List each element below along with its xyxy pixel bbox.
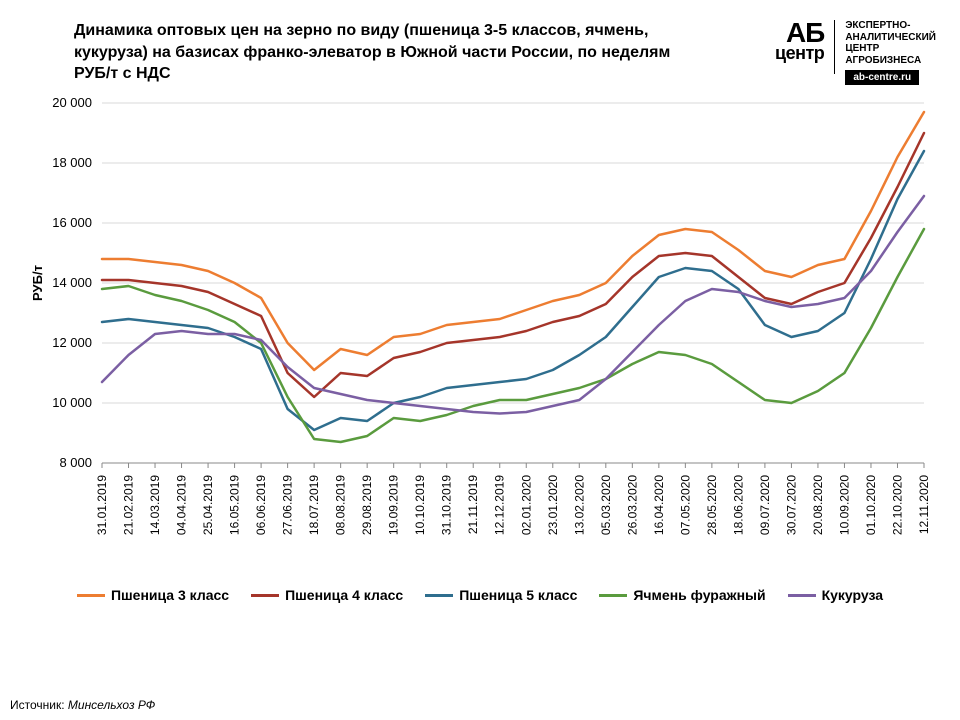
svg-text:08.08.2019: 08.08.2019 [334, 475, 348, 535]
logo-badge: ab-centre.ru [845, 70, 919, 85]
svg-text:20.08.2020: 20.08.2020 [811, 475, 825, 535]
svg-text:19.09.2019: 19.09.2019 [387, 475, 401, 535]
chart-title: Динамика оптовых цен на зерно по виду (п… [24, 20, 674, 85]
legend-label: Пшеница 5 класс [459, 587, 577, 603]
svg-text:27.06.2019: 27.06.2019 [281, 475, 295, 535]
svg-text:22.10.2020: 22.10.2020 [890, 475, 904, 535]
svg-text:13.02.2020: 13.02.2020 [572, 475, 586, 535]
legend-label: Ячмень фуражный [633, 587, 765, 603]
svg-text:8 000: 8 000 [59, 455, 92, 470]
svg-text:05.03.2020: 05.03.2020 [599, 475, 613, 535]
svg-text:18 000: 18 000 [52, 155, 92, 170]
svg-text:10 000: 10 000 [52, 395, 92, 410]
header: Динамика оптовых цен на зерно по виду (п… [24, 20, 936, 85]
svg-text:04.04.2019: 04.04.2019 [175, 475, 189, 535]
svg-text:16.05.2019: 16.05.2019 [228, 475, 242, 535]
legend-swatch [77, 594, 105, 597]
page: Динамика оптовых цен на зерно по виду (п… [0, 0, 960, 720]
svg-text:30.07.2020: 30.07.2020 [784, 475, 798, 535]
legend-swatch [599, 594, 627, 597]
legend-item: Ячмень фуражный [599, 587, 765, 603]
logo-line1: ЭКСПЕРТНО- [845, 20, 936, 32]
logo-line4: АГРОБИЗНЕСА [845, 55, 936, 67]
logo-ab: АБ [786, 20, 824, 45]
svg-text:02.01.2020: 02.01.2020 [519, 475, 533, 535]
legend-label: Пшеница 3 класс [111, 587, 229, 603]
legend-label: Кукуруза [822, 587, 883, 603]
chart-area: 8 000 10 000 12 000 14 000 16 000 18 000 20 00… [24, 93, 936, 573]
svg-text:10.09.2020: 10.09.2020 [837, 475, 851, 535]
logo-mark: АБ центр [775, 20, 824, 61]
svg-text:РУБ/т: РУБ/т [30, 265, 45, 301]
svg-text:07.05.2020: 07.05.2020 [678, 475, 692, 535]
svg-text:20 000: 20 000 [52, 95, 92, 110]
svg-text:29.08.2019: 29.08.2019 [360, 475, 374, 535]
legend: Пшеница 3 класс Пшеница 4 класс Пшеница 5 … [24, 587, 936, 603]
line-chart: 8 000 10 000 12 000 14 000 16 000 18 000 20 00… [24, 93, 936, 573]
svg-text:21.11.2019: 21.11.2019 [466, 475, 480, 534]
svg-text:09.07.2020: 09.07.2020 [758, 475, 772, 535]
svg-text:14 000: 14 000 [52, 275, 92, 290]
legend-item: Пшеница 4 класс [251, 587, 403, 603]
source-value: Минсельхоз РФ [68, 698, 155, 712]
logo-divider [834, 20, 835, 74]
logo: АБ центр ЭКСПЕРТНО- АНАЛИТИЧЕСКИЙ ЦЕНТР … [775, 20, 936, 85]
svg-text:12 000: 12 000 [52, 335, 92, 350]
svg-text:25.04.2019: 25.04.2019 [201, 475, 215, 535]
svg-text:06.06.2019: 06.06.2019 [254, 475, 268, 535]
svg-text:01.10.2020: 01.10.2020 [864, 475, 878, 535]
svg-text:10.10.2019: 10.10.2019 [413, 475, 427, 535]
legend-swatch [251, 594, 279, 597]
legend-label: Пшеница 4 класс [285, 587, 403, 603]
legend-swatch [425, 594, 453, 597]
logo-line3: ЦЕНТР [845, 43, 936, 55]
legend-item: Пшеница 5 класс [425, 587, 577, 603]
legend-swatch [788, 594, 816, 597]
svg-text:16.04.2020: 16.04.2020 [652, 475, 666, 535]
logo-text-block: ЭКСПЕРТНО- АНАЛИТИЧЕСКИЙ ЦЕНТР АГРОБИЗНЕ… [845, 20, 936, 85]
source-line: Источник: Минсельхоз РФ [10, 698, 155, 712]
svg-text:16 000: 16 000 [52, 215, 92, 230]
svg-text:21.02.2019: 21.02.2019 [122, 475, 136, 535]
svg-text:23.01.2020: 23.01.2020 [546, 475, 560, 535]
svg-text:28.05.2020: 28.05.2020 [705, 475, 719, 535]
svg-text:18.07.2019: 18.07.2019 [307, 475, 321, 535]
source-label: Источник: [10, 698, 68, 712]
svg-text:18.06.2020: 18.06.2020 [731, 475, 745, 535]
svg-text:14.03.2019: 14.03.2019 [148, 475, 162, 535]
logo-center: центр [775, 45, 824, 61]
svg-text:31.10.2019: 31.10.2019 [440, 475, 454, 535]
svg-text:26.03.2020: 26.03.2020 [625, 475, 639, 535]
logo-line2: АНАЛИТИЧЕСКИЙ [845, 32, 936, 44]
svg-text:12.12.2019: 12.12.2019 [493, 475, 507, 535]
svg-text:12.11.2020: 12.11.2020 [917, 475, 931, 534]
svg-text:31.01.2019: 31.01.2019 [95, 475, 109, 535]
legend-item: Кукуруза [788, 587, 883, 603]
legend-item: Пшеница 3 класс [77, 587, 229, 603]
